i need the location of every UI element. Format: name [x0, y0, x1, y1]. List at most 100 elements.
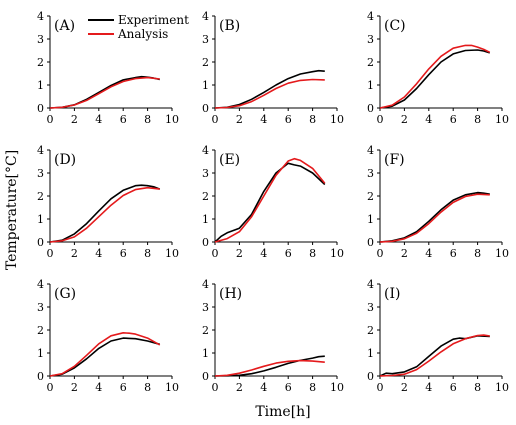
- panel-d: 0 1 2 3 4 0 2 4 6 8 10 (D): [37, 144, 179, 260]
- panel-label: (F): [384, 152, 405, 168]
- y-tick-label: 1: [202, 79, 209, 92]
- series-analysis-line: [49, 76, 160, 109]
- x-tick-label: 10: [330, 113, 344, 126]
- panel-g: 0 1 2 3 4 0 2 4 6 8 10 (G): [37, 278, 179, 394]
- x-tick-label: 8: [474, 113, 481, 126]
- x-tick-label: 8: [309, 247, 316, 260]
- panel-label: (A): [54, 18, 75, 34]
- panel-f: 0 1 2 3 4 0 2 4 6 8 10 (F): [367, 144, 509, 260]
- x-tick-label: 8: [474, 247, 481, 260]
- x-tick-label: 4: [95, 247, 102, 260]
- x-tick-label: 6: [120, 113, 127, 126]
- y-tick-label: 1: [202, 213, 209, 226]
- y-tick-label: 3: [367, 33, 374, 46]
- y-tick-label: 4: [202, 144, 209, 157]
- x-tick-label: 8: [309, 113, 316, 126]
- y-tick-label: 2: [37, 190, 44, 203]
- x-tick-label: 0: [212, 381, 219, 394]
- x-tick-label: 4: [425, 381, 432, 394]
- legend-label-analysis: Analysis: [117, 27, 168, 41]
- x-axis-title: Time[h]: [255, 404, 310, 420]
- x-tick-label: 4: [425, 247, 432, 260]
- x-tick-label: 2: [71, 113, 78, 126]
- x-tick-label: 2: [401, 247, 408, 260]
- panel-b: 0 1 2 3 4 0 2 4 6 8 10 (B): [202, 10, 344, 126]
- x-tick-label: 4: [260, 381, 267, 394]
- y-tick-label: 0: [367, 102, 374, 115]
- series-experiment-line: [214, 355, 325, 377]
- y-tick-label: 2: [202, 56, 209, 69]
- series-experiment-line: [49, 75, 160, 109]
- panel-label: (C): [384, 18, 406, 34]
- x-tick-label: 0: [47, 247, 54, 260]
- x-tick-label: 0: [47, 113, 54, 126]
- x-tick-label: 6: [450, 113, 457, 126]
- x-tick-label: 8: [144, 247, 151, 260]
- y-tick-label: 4: [367, 144, 374, 157]
- y-tick-label: 3: [202, 167, 209, 180]
- y-tick-label: 0: [202, 236, 209, 249]
- x-tick-label: 6: [450, 381, 457, 394]
- y-tick-label: 2: [37, 56, 44, 69]
- y-tick-label: 1: [37, 213, 44, 226]
- series-analysis-line: [49, 186, 160, 243]
- x-tick-label: 6: [285, 247, 292, 260]
- series-experiment-line: [214, 162, 326, 243]
- series-analysis-line: [379, 44, 491, 109]
- y-tick-label: 4: [202, 10, 209, 23]
- x-tick-label: 8: [309, 381, 316, 394]
- y-tick-label: 0: [202, 370, 209, 383]
- x-tick-label: 10: [495, 381, 509, 394]
- x-tick-label: 8: [144, 113, 151, 126]
- y-tick-label: 3: [37, 33, 44, 46]
- x-tick-label: 0: [377, 247, 384, 260]
- y-tick-label: 1: [367, 213, 374, 226]
- x-tick-label: 6: [120, 247, 127, 260]
- y-tick-label: 4: [202, 278, 209, 291]
- panel-i: 0 1 2 3 4 0 2 4 6 8 10 (I): [367, 278, 509, 394]
- x-tick-label: 2: [236, 247, 243, 260]
- x-tick-label: 10: [165, 113, 179, 126]
- series-experiment-line: [49, 337, 161, 377]
- y-tick-label: 3: [367, 167, 374, 180]
- y-tick-label: 3: [37, 167, 44, 180]
- series-analysis-line: [214, 359, 325, 377]
- x-tick-label: 0: [377, 113, 384, 126]
- x-tick-label: 2: [71, 247, 78, 260]
- y-tick-label: 1: [37, 79, 44, 92]
- panel-label: (D): [54, 152, 76, 168]
- y-tick-label: 1: [367, 79, 374, 92]
- y-tick-label: 4: [37, 144, 44, 157]
- x-tick-label: 6: [285, 381, 292, 394]
- panel-e: 0 1 2 3 4 0 2 4 6 8 10 (E): [202, 144, 344, 260]
- series-experiment-line: [379, 49, 491, 109]
- y-tick-label: 2: [367, 190, 374, 203]
- panel-label: (I): [384, 286, 400, 302]
- y-tick-label: 3: [202, 33, 209, 46]
- panel-h: 0 1 2 3 4 0 2 4 6 8 10 (H): [202, 278, 344, 394]
- y-tick-label: 1: [202, 347, 209, 360]
- series-experiment-line: [49, 184, 161, 243]
- panel-label: (E): [219, 152, 240, 168]
- y-tick-label: 0: [367, 236, 374, 249]
- series-analysis-line: [214, 157, 326, 243]
- y-tick-label: 4: [367, 278, 374, 291]
- y-tick-label: 2: [367, 324, 374, 337]
- x-tick-label: 6: [450, 247, 457, 260]
- x-tick-label: 0: [377, 381, 384, 394]
- series-experiment-line: [214, 69, 325, 109]
- legend-label-experiment: Experiment: [118, 13, 189, 27]
- x-tick-label: 4: [95, 113, 102, 126]
- x-tick-label: 4: [95, 381, 102, 394]
- panel-label: (B): [219, 18, 240, 34]
- panel-label: (G): [54, 286, 76, 302]
- y-tick-label: 4: [37, 10, 44, 23]
- series-analysis-line: [379, 334, 490, 377]
- y-tick-label: 0: [202, 102, 209, 115]
- y-tick-label: 2: [37, 324, 44, 337]
- y-tick-label: 0: [367, 370, 374, 383]
- x-tick-label: 10: [165, 381, 179, 394]
- y-tick-label: 0: [37, 236, 44, 249]
- x-tick-label: 2: [71, 381, 78, 394]
- x-tick-label: 10: [495, 247, 509, 260]
